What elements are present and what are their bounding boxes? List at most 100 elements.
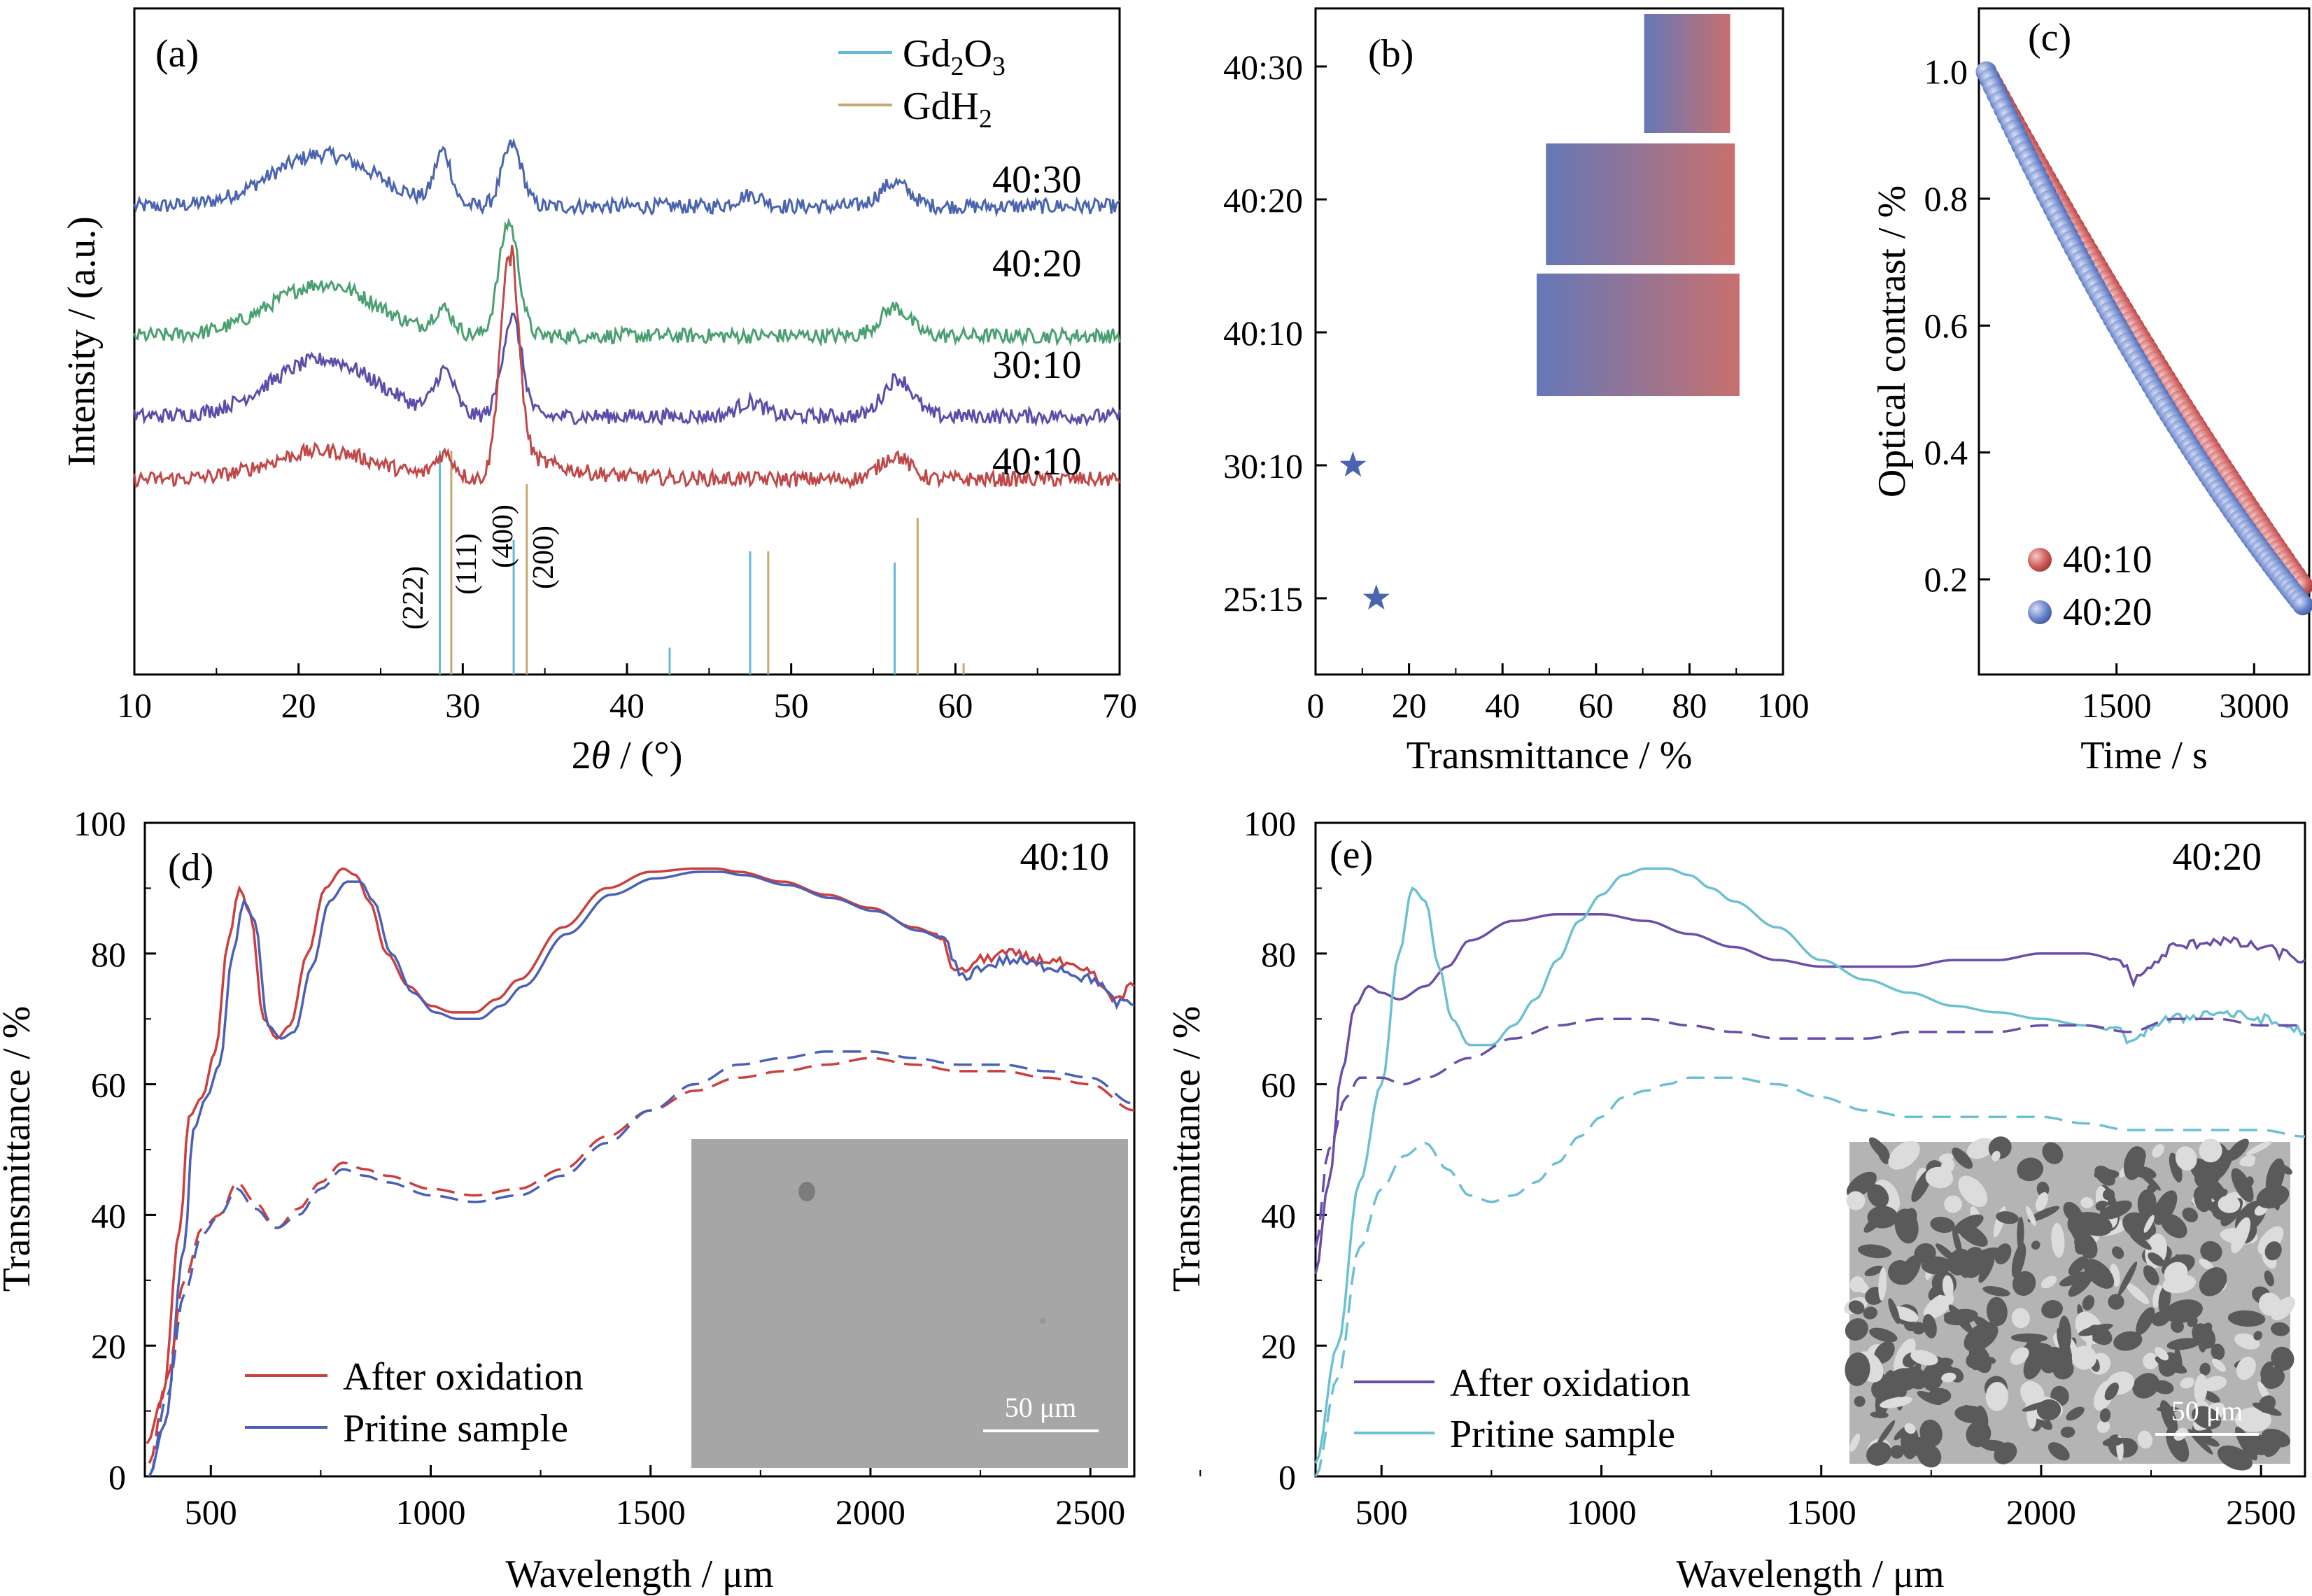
panel-c-ylabel: Optical contrast / %: [1870, 185, 1914, 497]
panel-d-inset-image: [691, 1139, 1128, 1468]
inset-grain: [2260, 1367, 2285, 1389]
panel-b-x-ticks: 0 20 40 60 80 100: [1307, 663, 1810, 725]
x-tick-label: 1500: [616, 1492, 686, 1532]
inset-grain: [2117, 1261, 2138, 1296]
panel-d-xlabel: Wavelength / μm: [505, 1553, 773, 1596]
inset-grain: [2022, 1401, 2049, 1412]
inset-grain: [2017, 1216, 2024, 1251]
inset-grain: [2040, 1276, 2057, 1289]
inset-grain: [1922, 1362, 1944, 1392]
inset-grain: [2250, 1434, 2271, 1455]
inset-grain: [1952, 1147, 1973, 1169]
inset-grain: [2080, 1196, 2094, 1208]
y-tick-label: 0.2: [1924, 560, 1968, 599]
panel-c-label: (c): [2028, 16, 2071, 59]
inset-grain: [2148, 1252, 2165, 1266]
inset-grain: [2040, 1355, 2059, 1373]
xrd-line-40-30: [133, 137, 1121, 218]
panel-d-ticks: 500 1000 1500 2000 2500 0 20 40 60 80 100: [73, 804, 1201, 1532]
panel-e-legend-pristine: Pritine sample: [1450, 1413, 1675, 1456]
inset-grain: [1868, 1137, 1890, 1160]
panel-c-points: [1975, 61, 2312, 616]
y-tick-label: 1.0: [1924, 52, 1968, 92]
inset-grain: [2060, 1426, 2075, 1438]
inset-grain: [1941, 1372, 1957, 1383]
inset-grain: [2243, 1154, 2255, 1167]
inset-grain: [1848, 1300, 1865, 1315]
inset-grain: [2166, 1338, 2201, 1350]
panel-e: 500 1000 1500 2000 2500 0 20 40 60 80 100 (e) 40:2…: [1165, 804, 2306, 1596]
inset-grain: [1917, 1390, 1943, 1406]
inset-grain: [1954, 1214, 1984, 1234]
inset-grain: [2069, 1219, 2076, 1232]
inset-grain: [2241, 1185, 2251, 1201]
panel-a-ylabel: Intensity / (a.u.): [60, 216, 104, 467]
panel-a-x-ticks: 10 20 30 40 50 60 70: [117, 663, 1137, 725]
inset-grain: [1898, 1255, 1922, 1285]
inset-grain: [1849, 1433, 1861, 1452]
inset-grain: [2227, 1310, 2266, 1327]
inset-grain: [2104, 1382, 2119, 1401]
inset-grain: [2158, 1285, 2171, 1315]
inset-grain: [2211, 1343, 2225, 1360]
inset-grain: [1994, 1243, 2012, 1265]
inset-grain: [2018, 1164, 2036, 1178]
inset-grain: [2199, 1138, 2222, 1163]
xrd-line-40-10: [133, 244, 1121, 490]
spectrum-line: [148, 1050, 1135, 1477]
xrd-line-30-10: [133, 312, 1121, 428]
spectrum-line: [146, 867, 1136, 1445]
panel-c-ticks: 1500 3000 0.2 0.4 0.6 0.8 1.0: [1924, 52, 2290, 725]
panel-e-legend-after: After oxidation: [1450, 1362, 1691, 1405]
x-tick-label: 1000: [395, 1492, 465, 1532]
legend-label-gd2o3: Gd2O3: [903, 32, 1006, 81]
inset-grain: [1863, 1306, 1878, 1320]
inset-grain: [2011, 1308, 2030, 1329]
inset-grain: [2271, 1346, 2295, 1371]
inset-grain: [2155, 1356, 2187, 1374]
y-tick-label: 60: [91, 1066, 126, 1105]
inset-grain: [1938, 1153, 1954, 1163]
panel-c-xlabel: Time / s: [2080, 734, 2208, 777]
inset-grain: [1904, 1423, 1916, 1434]
inset-grain: [2113, 1331, 2143, 1351]
inset-grain: [1866, 1441, 1892, 1466]
inset-grain: [2099, 1408, 2111, 1422]
inset-grain: [2137, 1430, 2153, 1449]
inset-grain: [1930, 1216, 1955, 1234]
y-tick-label: 0.8: [1924, 179, 1968, 218]
x-tick-label: 20: [1392, 686, 1427, 725]
inset-grain: [1912, 1322, 1926, 1335]
y-tick-label: 40: [91, 1196, 126, 1235]
inset-grain: [2102, 1189, 2115, 1201]
inset-grain: [1923, 1292, 1954, 1320]
inset-grain: [2143, 1265, 2159, 1286]
inset-grain: [1880, 1396, 1913, 1408]
y-tick-label: 20: [1261, 1327, 1296, 1366]
x-tick-label: 60: [938, 686, 973, 725]
inset-grain: [2234, 1407, 2271, 1432]
inset-grain: [2126, 1283, 2150, 1305]
inset-grain: [1919, 1419, 1943, 1447]
inset-grain: [2094, 1165, 2115, 1186]
panel-b-label: (b): [1368, 32, 1414, 76]
inset-grain: [1867, 1184, 1889, 1208]
y-tick-label: 0.4: [1924, 433, 1968, 472]
inset-grain: [2023, 1348, 2045, 1380]
panel-d-legend-pristine: Pritine sample: [343, 1407, 568, 1450]
panel-e-label: (e): [1330, 833, 1373, 877]
xrd-line-40-20: [133, 217, 1121, 348]
inset-grain: [2271, 1322, 2290, 1336]
y-tick-label: 60: [1261, 1066, 1296, 1105]
inset-grain: [2026, 1206, 2036, 1226]
panel-c: 1500 3000 0.2 0.4 0.6 0.8 1.0 (c) Time / s Opt…: [1870, 7, 2312, 777]
inset-grain: [2012, 1271, 2036, 1297]
inset-grain: [2129, 1232, 2152, 1250]
y-tick-label: 40:20: [1223, 181, 1303, 220]
inset-grain: [2059, 1271, 2092, 1287]
inset-grain: [2112, 1246, 2124, 1259]
y-tick-label: 40:30: [1223, 48, 1303, 87]
legend-marker-40-10: [2028, 548, 2052, 572]
x-tick-label: 0: [1307, 686, 1325, 725]
inset-grain: [2010, 1333, 2048, 1343]
